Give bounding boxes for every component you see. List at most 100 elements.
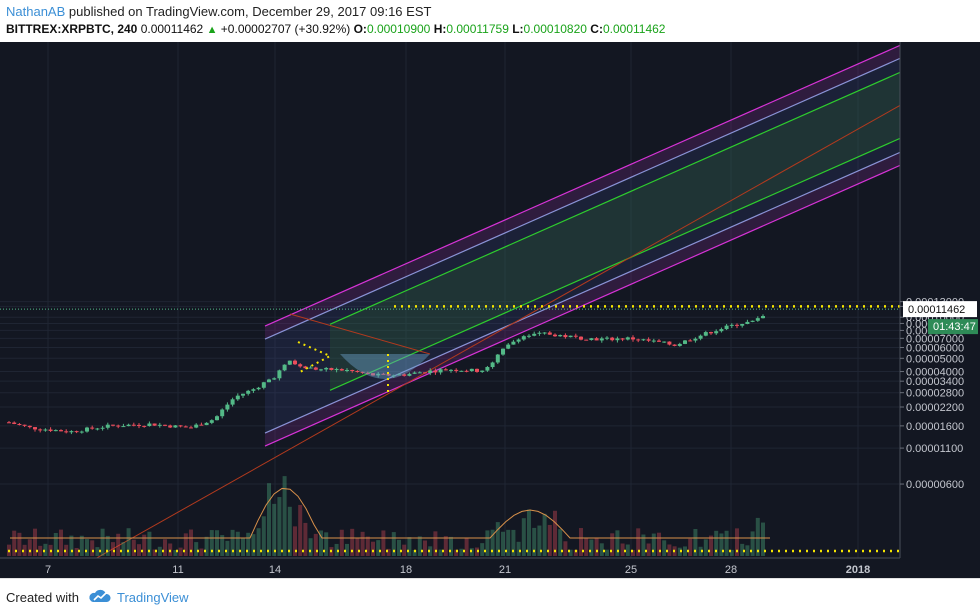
volume-bar: [667, 544, 672, 556]
open-value: 0.00010900: [366, 22, 431, 36]
candle-body: [152, 423, 157, 426]
candle-body: [698, 335, 703, 339]
volume-bar: [38, 545, 43, 556]
candle-body: [469, 368, 474, 372]
candle-body: [625, 337, 630, 340]
candle-body: [90, 427, 95, 429]
volume-bars: [7, 476, 770, 556]
volume-bar: [703, 539, 708, 556]
volume-bar: [761, 522, 765, 556]
candle-body: [345, 369, 349, 371]
candle-body: [17, 423, 22, 425]
candle-body: [220, 409, 225, 417]
volume-bar: [563, 541, 568, 556]
tradingview-link[interactable]: TradingView: [117, 590, 189, 605]
price-change: +0.00002707 (+30.92%): [220, 22, 351, 36]
author-link[interactable]: NathanAB: [6, 4, 66, 19]
candle-body: [657, 340, 661, 342]
candle-body: [319, 369, 323, 371]
candle-body: [511, 341, 516, 345]
candle-body: [53, 430, 58, 432]
volume-bar: [729, 549, 734, 556]
candle-body: [688, 340, 693, 342]
candle-body: [235, 395, 240, 400]
price-tick-label: 0.00005000: [906, 353, 964, 365]
volume-bar: [371, 541, 375, 556]
last-price-badge-text: 0.00011462: [908, 304, 965, 316]
volume-bar: [303, 522, 308, 556]
candle-body: [662, 341, 667, 343]
volume-bar: [189, 529, 193, 556]
channel-mid-top: [264, 57, 901, 340]
volume-bar: [391, 532, 396, 556]
candle-body: [277, 370, 282, 379]
candle-body: [449, 369, 453, 371]
volume-bar: [33, 528, 37, 556]
volume-bar: [459, 548, 464, 556]
up-triangle-icon: ▲: [206, 24, 218, 36]
volume-bar: [152, 549, 157, 556]
volume-bar: [677, 547, 682, 556]
volume-bar: [199, 548, 204, 556]
volume-bar: [516, 541, 521, 556]
price-axis[interactable]: 0.000130000.000120000.000100000.00009000…: [899, 42, 980, 578]
candle-body: [303, 366, 308, 369]
volume-bar: [183, 533, 188, 556]
volume-bar: [433, 531, 438, 556]
volume-bar: [241, 537, 245, 556]
volume-bar: [485, 530, 490, 556]
volume-bar: [308, 538, 313, 556]
volume-bar: [724, 530, 729, 556]
candle-body: [683, 340, 687, 344]
price-chart[interactable]: 0.000130000.000120000.000100000.00009000…: [0, 42, 980, 580]
candle-body: [584, 339, 589, 341]
chart-area[interactable]: 0.000130000.000120000.000100000.00009000…: [0, 42, 980, 580]
price-tick-label: 0.00007000: [906, 333, 964, 345]
candle-body: [69, 431, 74, 433]
candle-body: [412, 372, 417, 374]
volume-bar: [121, 542, 126, 556]
time-tick-label: 11: [172, 564, 183, 576]
volume-bar: [641, 534, 646, 556]
candle-body: [532, 333, 537, 336]
candle-body: [516, 339, 521, 342]
candle-body: [417, 372, 422, 374]
time-tick-label: 14: [269, 564, 281, 576]
time-axis[interactable]: 7 11 14 18 21 25 28 2018: [0, 557, 980, 578]
volume-bar: [584, 537, 589, 556]
candle-body: [365, 372, 370, 374]
candle-body: [59, 430, 63, 432]
candle-body: [579, 336, 583, 340]
candle-body: [183, 426, 188, 428]
candle-body: [480, 370, 485, 372]
descending-trendline: [289, 313, 431, 355]
symbol-line: BITTREX:XRPBTC, 240 0.00011462 ▲ +0.0000…: [6, 22, 665, 36]
candle-body: [433, 370, 438, 373]
volume-bar: [745, 545, 750, 556]
candle-body: [397, 374, 401, 376]
volume-bar: [381, 530, 386, 556]
volume-bar: [74, 548, 79, 556]
close-value: 0.00011462: [602, 22, 666, 36]
volume-bar: [423, 540, 427, 556]
volume-bar: [568, 549, 573, 556]
candle-body: [506, 344, 511, 349]
candle-body: [443, 369, 448, 371]
volume-bar: [100, 528, 105, 556]
candle-body: [563, 335, 568, 338]
candle-body: [33, 427, 37, 430]
volume-bar: [235, 531, 240, 556]
candle-body: [43, 429, 48, 431]
low-value: 0.00010820: [523, 22, 587, 36]
candle-body: [111, 424, 115, 426]
low-label: L:: [512, 22, 524, 36]
candle-body: [423, 372, 427, 374]
candle-body: [693, 338, 698, 341]
volume-bar: [553, 510, 557, 556]
volume-bar: [64, 544, 69, 556]
candle-body: [459, 370, 464, 372]
channel-fill-mid: [265, 58, 900, 434]
channel-fill-outer-top: [265, 45, 900, 340]
candle-body: [740, 324, 745, 326]
candle-body: [163, 424, 167, 426]
